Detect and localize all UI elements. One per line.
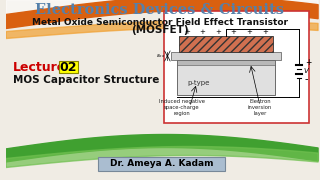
Text: Dr. Ameya A. Kadam: Dr. Ameya A. Kadam — [110, 159, 213, 168]
Text: +: + — [246, 29, 252, 35]
Text: +: + — [200, 29, 205, 35]
Text: Induced negative
space-charge
region: Induced negative space-charge region — [159, 99, 205, 116]
Text: +: + — [184, 29, 190, 35]
Bar — [177, 60, 275, 65]
Text: Lecture: Lecture — [13, 60, 67, 73]
Text: Metal Oxide Semiconductor Field Effect Transistor: Metal Oxide Semiconductor Field Effect T… — [32, 17, 288, 26]
Bar — [171, 52, 281, 60]
Text: Electronics Devices & Circuits: Electronics Devices & Circuits — [35, 3, 284, 17]
FancyBboxPatch shape — [59, 61, 78, 73]
Text: V: V — [304, 68, 309, 74]
Text: +: + — [262, 29, 268, 35]
Bar — [179, 36, 273, 52]
Bar — [177, 60, 275, 95]
Text: +: + — [305, 58, 311, 67]
Text: p-type: p-type — [187, 80, 209, 86]
Text: (MOSFET): (MOSFET) — [131, 25, 188, 35]
Text: $\varepsilon_{ox}$: $\varepsilon_{ox}$ — [156, 52, 165, 60]
Text: MOS Capacitor Structure: MOS Capacitor Structure — [13, 75, 160, 85]
FancyBboxPatch shape — [98, 156, 225, 170]
Text: 02: 02 — [60, 60, 77, 73]
Text: +: + — [215, 29, 221, 35]
Bar — [164, 11, 309, 123]
Text: Electron
inversion
layer: Electron inversion layer — [248, 99, 272, 116]
Text: +: + — [231, 29, 236, 35]
Text: -: - — [305, 75, 308, 84]
